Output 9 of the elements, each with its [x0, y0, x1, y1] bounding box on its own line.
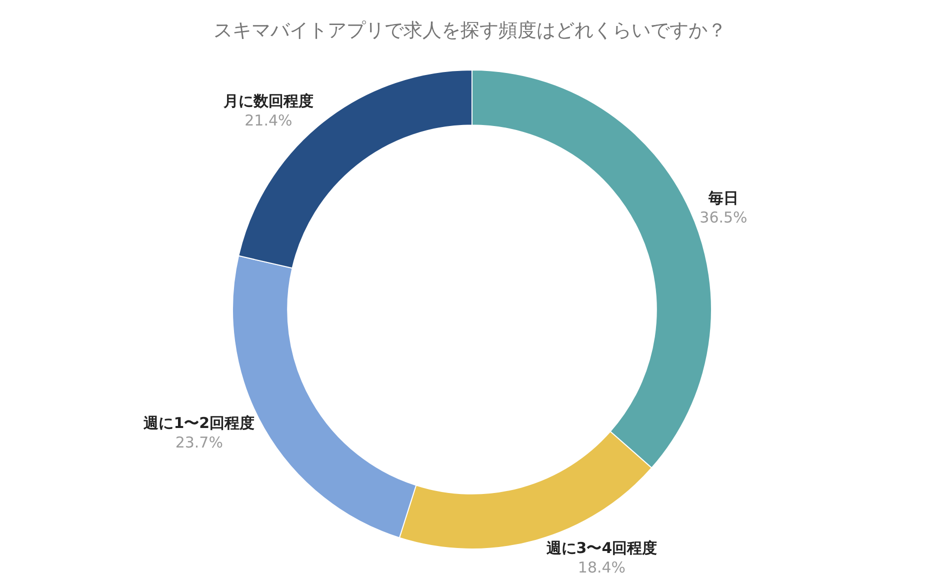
data-label: 21.4%: [244, 111, 292, 130]
slice-label: 週に1〜2回程度: [142, 414, 255, 432]
data-label: 18.4%: [578, 558, 626, 576]
data-label: 36.5%: [700, 208, 748, 227]
slice-label: 週に3〜4回程度: [545, 538, 658, 557]
slice-label: 毎日: [707, 189, 738, 208]
slice-label: 月に数回程度: [222, 92, 314, 110]
chart-title: スキマバイトアプリで求人を探す頻度はどれくらいですか？: [214, 20, 726, 42]
data-label: 23.7%: [175, 434, 223, 452]
